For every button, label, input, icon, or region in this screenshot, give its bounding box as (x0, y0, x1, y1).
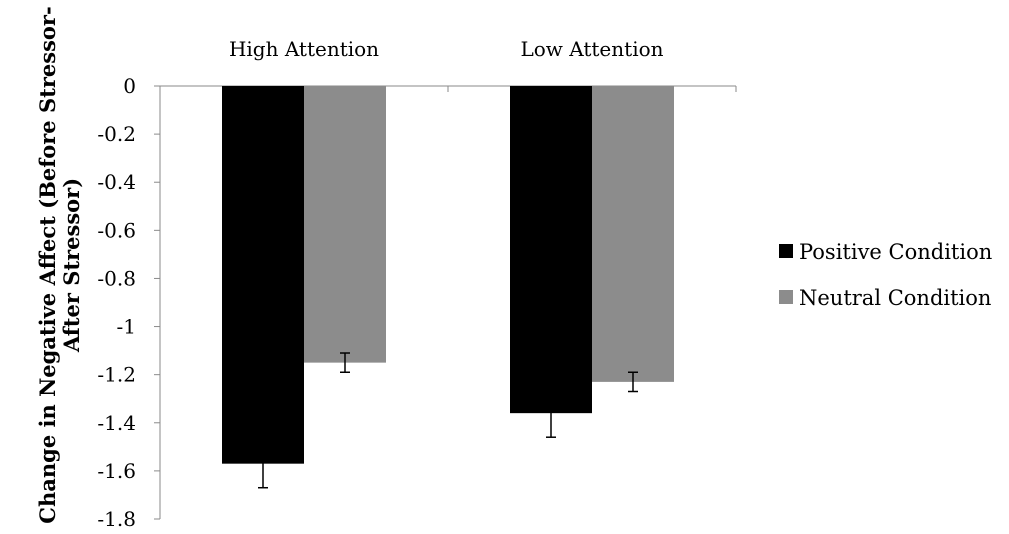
y-tick-label: -1.4 (97, 411, 136, 435)
bar-positive-condition (222, 86, 304, 464)
category-labels: High Attention Low Attention (229, 37, 664, 61)
y-tick-label: -0.8 (97, 266, 136, 290)
bar-neutral-condition (592, 86, 674, 382)
error-bar-positive-condition (546, 388, 556, 438)
legend-swatch-neutral-condition (779, 290, 793, 304)
category-label: High Attention (229, 37, 379, 61)
y-tick-label: -0.2 (97, 122, 136, 146)
legend: Positive Condition Neutral Condition (779, 240, 992, 310)
error-bar-neutral-condition (340, 352, 350, 374)
legend-swatch-positive-condition (779, 244, 793, 258)
y-tick-label: -1.6 (97, 459, 136, 483)
y-tick-label: -0.4 (97, 170, 136, 194)
y-tick-label: -1 (117, 315, 136, 339)
error-bar-neutral-condition (628, 371, 638, 393)
legend-label-positive-condition: Positive Condition (799, 240, 992, 264)
y-tick-label: -1.8 (97, 507, 136, 531)
y-axis-title-line-2: After Stressor) (59, 178, 84, 353)
y-tick-labels: 0 -0.2 -0.4 -0.6 -0.8 -1 -1.2 -1.4 -1.6 -1.8 (97, 74, 136, 531)
bar-positive-condition (510, 86, 592, 414)
y-axis-title-line-1: Change in Negative Affect (Before Stress… (35, 6, 60, 523)
y-tick-label: 0 (123, 74, 136, 98)
category-label: Low Attention (520, 37, 663, 61)
y-tick-label: -0.6 (97, 218, 136, 242)
bars (222, 86, 674, 464)
y-tick-label: -1.2 (97, 363, 136, 387)
bar-neutral-condition (304, 86, 386, 363)
error-bars (258, 352, 638, 489)
error-bar-positive-condition (258, 438, 268, 489)
legend-label-neutral-condition: Neutral Condition (799, 286, 991, 310)
y-axis-title: Change in Negative Affect (Before Stress… (35, 6, 84, 523)
